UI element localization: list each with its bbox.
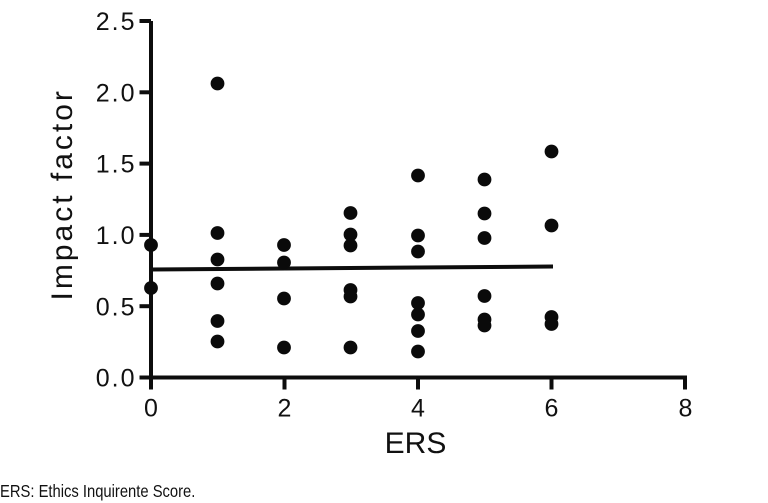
svg-text:0.0: 0.0 [96, 365, 137, 393]
svg-text:ERS: Ethics Inquirente Score.: ERS: Ethics Inquirente Score. [0, 482, 195, 501]
svg-text:0.5: 0.5 [96, 293, 137, 321]
svg-text:ERS: ERS [385, 427, 447, 460]
svg-text:4: 4 [411, 395, 425, 423]
svg-text:2: 2 [278, 395, 292, 423]
svg-text:Impact factor: Impact factor [46, 88, 79, 300]
svg-text:8: 8 [679, 395, 693, 423]
svg-text:1.0: 1.0 [96, 222, 137, 250]
svg-text:2.0: 2.0 [96, 79, 137, 107]
svg-text:6: 6 [545, 395, 559, 423]
svg-text:1.5: 1.5 [96, 151, 137, 179]
svg-text:2.5: 2.5 [96, 8, 137, 36]
svg-text:0: 0 [144, 395, 158, 423]
